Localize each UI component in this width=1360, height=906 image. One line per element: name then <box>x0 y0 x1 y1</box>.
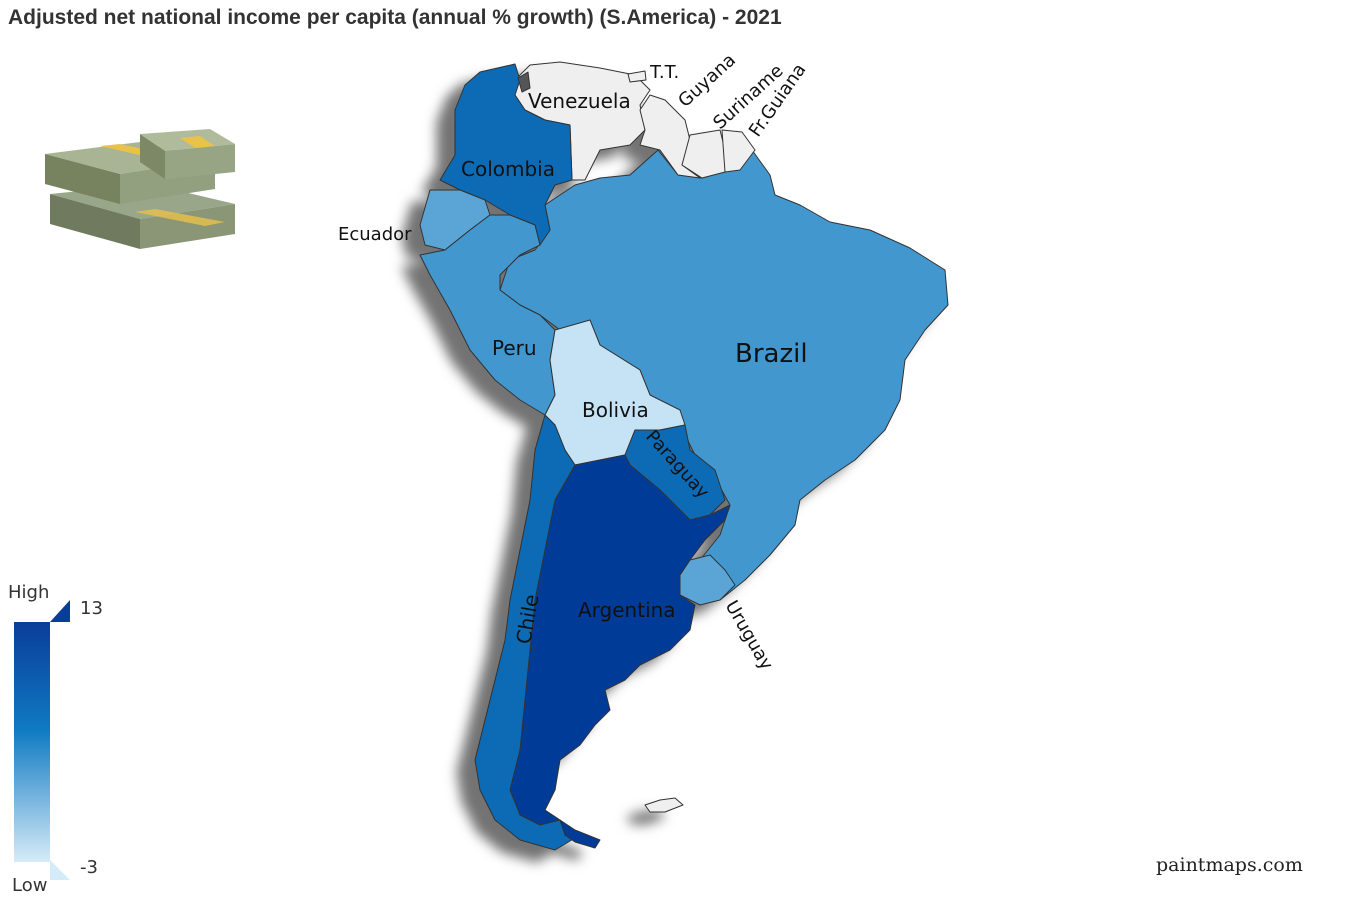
label-venezuela: Venezuela <box>528 89 631 113</box>
legend-high-label: High <box>8 582 50 603</box>
country-peru[interactable] <box>419 214 556 416</box>
country-colombia[interactable] <box>439 63 573 246</box>
country-fr-guiana[interactable] <box>721 129 756 173</box>
label-peru: Peru <box>492 336 537 360</box>
legend-high-marker <box>50 600 70 622</box>
map-title: Adjusted net national income per capita … <box>8 6 782 29</box>
money-stack-icon <box>45 129 235 249</box>
country-argentina-tdf[interactable] <box>559 819 601 849</box>
falkland-islands <box>644 797 684 813</box>
country-tt[interactable] <box>627 70 647 83</box>
legend-max-value: 13 <box>80 598 103 619</box>
country-guyana[interactable] <box>639 94 701 179</box>
label-colombia: Colombia <box>461 157 555 181</box>
country-brazil[interactable] <box>499 149 949 601</box>
legend-low-label: Low <box>12 875 48 896</box>
label-brazil: Brazil <box>735 339 808 369</box>
label-tt: T.T. <box>649 62 679 83</box>
label-uruguay: Uruguay <box>721 597 778 674</box>
label-ecuador: Ecuador <box>338 224 412 245</box>
label-bolivia: Bolivia <box>582 398 649 422</box>
legend-min-value: -3 <box>80 857 98 878</box>
panama-tip <box>517 71 531 93</box>
legend-color-scale <box>14 622 50 862</box>
label-argentina: Argentina <box>578 598 676 622</box>
legend-low-marker <box>50 860 70 880</box>
source-credit: paintmaps.com <box>1156 854 1303 876</box>
